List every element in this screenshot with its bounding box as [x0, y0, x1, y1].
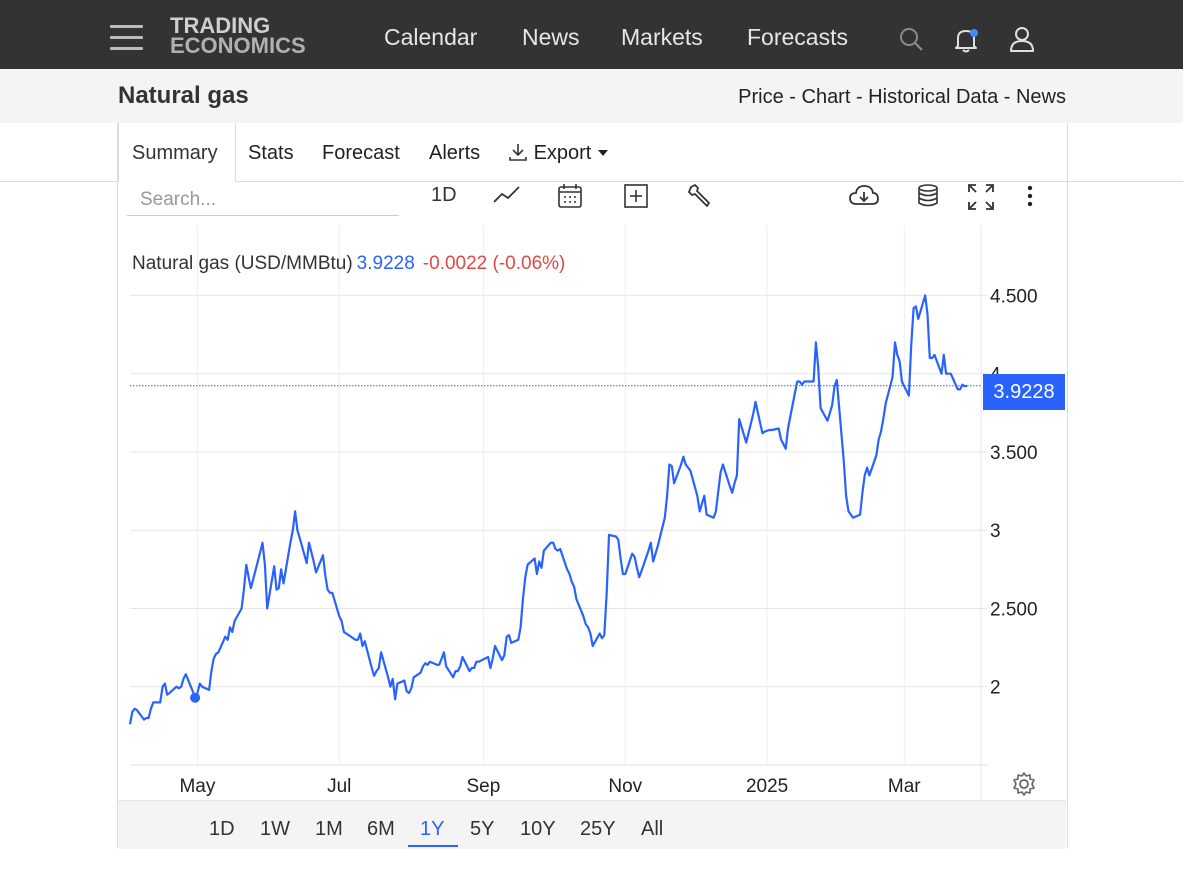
y-tick-label: 4.500 — [990, 286, 1038, 307]
range-5y[interactable]: 5Y — [470, 818, 495, 840]
nav-news[interactable]: News — [522, 24, 580, 50]
wrench-icon[interactable] — [686, 182, 716, 210]
range-25y[interactable]: 25Y — [580, 818, 616, 840]
x-tick-label: Mar — [888, 776, 921, 797]
x-tick-label: Jul — [327, 776, 351, 797]
line-chart-icon[interactable] — [492, 182, 522, 210]
page-title: Natural gas — [118, 82, 249, 109]
y-tick-label: 2 — [990, 678, 1001, 699]
user-icon[interactable] — [1008, 25, 1036, 53]
y-tick-label: 3.500 — [990, 443, 1038, 464]
chart-grid — [130, 225, 988, 800]
legend-change: -0.0022 (-0.06%) — [422, 253, 566, 274]
range-10y[interactable]: 10Y — [520, 818, 556, 840]
search-input[interactable] — [127, 185, 399, 216]
x-tick-label: Nov — [608, 776, 642, 797]
event-marker — [190, 692, 201, 703]
download-icon[interactable] — [848, 182, 880, 210]
range-1w[interactable]: 1W — [260, 818, 290, 840]
range-6m[interactable]: 6M — [367, 818, 395, 840]
page-header-bar — [0, 69, 1183, 123]
nav-markets[interactable]: Markets — [621, 24, 703, 50]
y-tick-label: 3 — [990, 521, 1001, 542]
add-indicator-icon[interactable] — [622, 182, 652, 210]
y-tick-label: 2.500 — [990, 599, 1038, 620]
range-all[interactable]: All — [641, 818, 664, 840]
brand-logo[interactable]: TRADING ECONOMICS — [170, 13, 306, 58]
tab-summary-bg — [118, 123, 236, 182]
export-download-icon — [509, 144, 527, 161]
x-tick-label: Sep — [467, 776, 501, 797]
nav-forecasts[interactable]: Forecasts — [747, 24, 848, 50]
range-1y[interactable]: 1Y — [420, 818, 445, 840]
active-range-underline — [408, 845, 458, 847]
series-natural-gas — [128, 294, 981, 725]
range-selector-bar — [118, 800, 1066, 849]
database-icon[interactable] — [916, 182, 942, 210]
nav-calendar[interactable]: Calendar — [384, 24, 478, 50]
x-tick-label: 2025 — [746, 776, 788, 797]
page-subnav[interactable]: Price - Chart - Historical Data - News — [738, 86, 1066, 108]
tab-alerts[interactable]: Alerts — [429, 142, 481, 164]
top-navigation-bar: TRADING ECONOMICS Calendar News Markets … — [0, 0, 1183, 69]
tabs-divider — [0, 181, 1183, 182]
export-label: Export — [533, 142, 592, 164]
brand-line-1: TRADING — [170, 13, 271, 38]
fullscreen-icon[interactable] — [966, 182, 996, 212]
bell-icon[interactable] — [953, 26, 981, 54]
x-axis-ticks: May Jul Sep Nov 2025 Mar — [179, 776, 921, 797]
legend-value: 3.9228 — [356, 253, 415, 274]
x-tick-label: May — [179, 776, 215, 797]
tab-forecast[interactable]: Forecast — [322, 142, 400, 164]
caret-down-icon — [597, 150, 608, 156]
tab-stats[interactable]: Stats — [248, 142, 294, 164]
last-price-tag: 3.9228 — [983, 374, 1065, 410]
chart-legend: Natural gas (USD/MMBtu) 3.9228 -0.0022 (-0… — [132, 253, 565, 275]
range-1d[interactable]: 1D — [209, 818, 235, 840]
interval-button[interactable]: 1D — [431, 184, 457, 206]
gear-icon[interactable] — [1011, 771, 1037, 797]
more-vertical-icon[interactable] — [1022, 182, 1038, 210]
search-icon[interactable] — [898, 26, 924, 52]
range-1m[interactable]: 1M — [315, 818, 343, 840]
brand-line-2: ECONOMICS — [170, 33, 306, 58]
legend-label: Natural gas (USD/MMBtu) — [132, 253, 353, 274]
calendar-icon[interactable] — [556, 182, 586, 210]
tab-export[interactable]: Export — [508, 142, 609, 165]
tab-summary[interactable]: Summary — [132, 142, 218, 164]
menu-icon[interactable] — [110, 25, 143, 51]
series-line — [128, 294, 968, 725]
